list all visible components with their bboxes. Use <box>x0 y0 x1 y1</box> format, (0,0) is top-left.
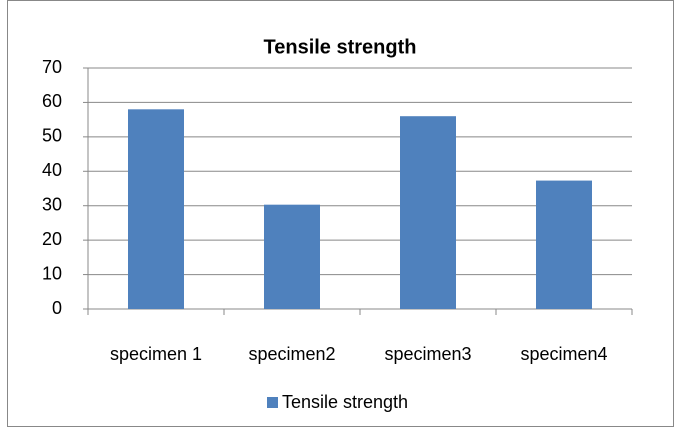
bar <box>128 109 184 309</box>
x-tick-label: specimen2 <box>248 344 335 364</box>
bar <box>264 204 320 309</box>
y-tick-label: 0 <box>52 298 62 318</box>
x-tick-label: specimen4 <box>520 344 607 364</box>
bar <box>536 180 592 309</box>
y-tick-label: 60 <box>42 91 62 111</box>
x-tick-label: specimen 1 <box>110 344 202 364</box>
y-tick-label: 50 <box>42 126 62 146</box>
y-tick-label: 10 <box>42 263 62 283</box>
legend-label: Tensile strength <box>282 392 408 412</box>
x-tick-label: specimen3 <box>384 344 471 364</box>
legend-swatch <box>267 397 278 408</box>
bar <box>400 116 456 309</box>
y-tick-label: 70 <box>42 57 62 77</box>
y-tick-label: 20 <box>42 229 62 249</box>
chart-title: Tensile strength <box>264 36 417 58</box>
y-tick-label: 40 <box>42 160 62 180</box>
y-tick-label: 30 <box>42 194 62 214</box>
